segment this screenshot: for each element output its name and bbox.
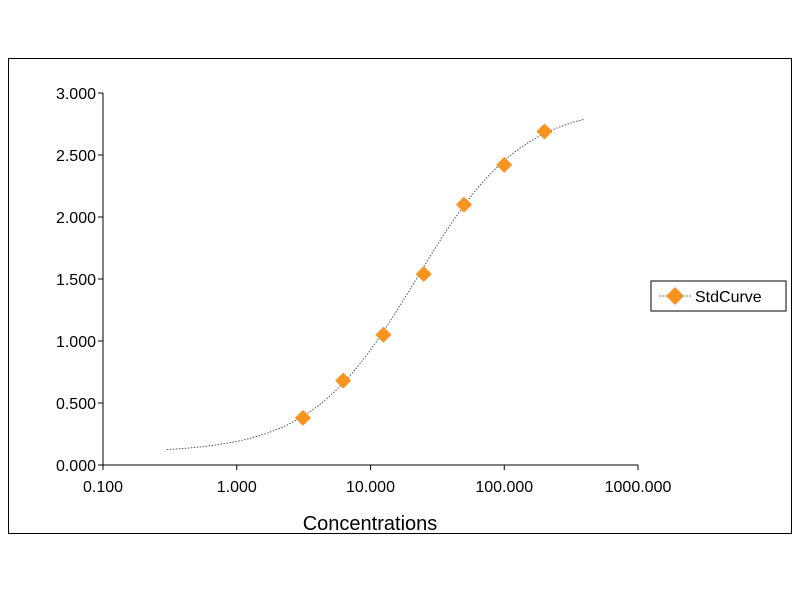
x-tick-label: 1000.000 bbox=[605, 479, 672, 496]
data-point-diamond bbox=[455, 196, 472, 213]
y-tick-label: 2.500 bbox=[56, 148, 96, 165]
y-tick-label: 1.500 bbox=[56, 272, 96, 289]
x-axis-title: Concentrations bbox=[303, 513, 438, 535]
data-point-diamond bbox=[294, 409, 311, 426]
y-tick-label: 3.000 bbox=[56, 86, 96, 103]
data-point-diamond bbox=[536, 123, 553, 140]
data-point-diamond bbox=[335, 372, 352, 389]
data-points-layer bbox=[294, 123, 553, 426]
y-tick-label: 0.000 bbox=[56, 458, 96, 475]
legend-marker-diamond bbox=[666, 287, 684, 305]
axes-layer bbox=[98, 92, 639, 470]
fit-curve-line bbox=[166, 118, 585, 451]
x-tick-label: 10.000 bbox=[346, 479, 395, 496]
x-tick-label: 0.100 bbox=[83, 479, 123, 496]
x-tick-label: 100.000 bbox=[475, 479, 533, 496]
data-point-diamond bbox=[375, 326, 392, 343]
fit-curve-layer bbox=[166, 118, 585, 451]
legend-label: StdCurve bbox=[695, 289, 762, 306]
tick-labels-layer: 0.000 0.500 1.000 1.500 2.000 2.500 3.000 0.100… bbox=[56, 86, 672, 496]
data-point-diamond bbox=[415, 266, 432, 283]
legend: StdCurve bbox=[650, 280, 787, 312]
y-tick-label: 2.000 bbox=[56, 210, 96, 227]
y-tick-label: 0.500 bbox=[56, 396, 96, 413]
data-point-diamond bbox=[496, 156, 513, 173]
x-tick-label: 1.000 bbox=[217, 479, 257, 496]
y-tick-label: 1.000 bbox=[56, 334, 96, 351]
